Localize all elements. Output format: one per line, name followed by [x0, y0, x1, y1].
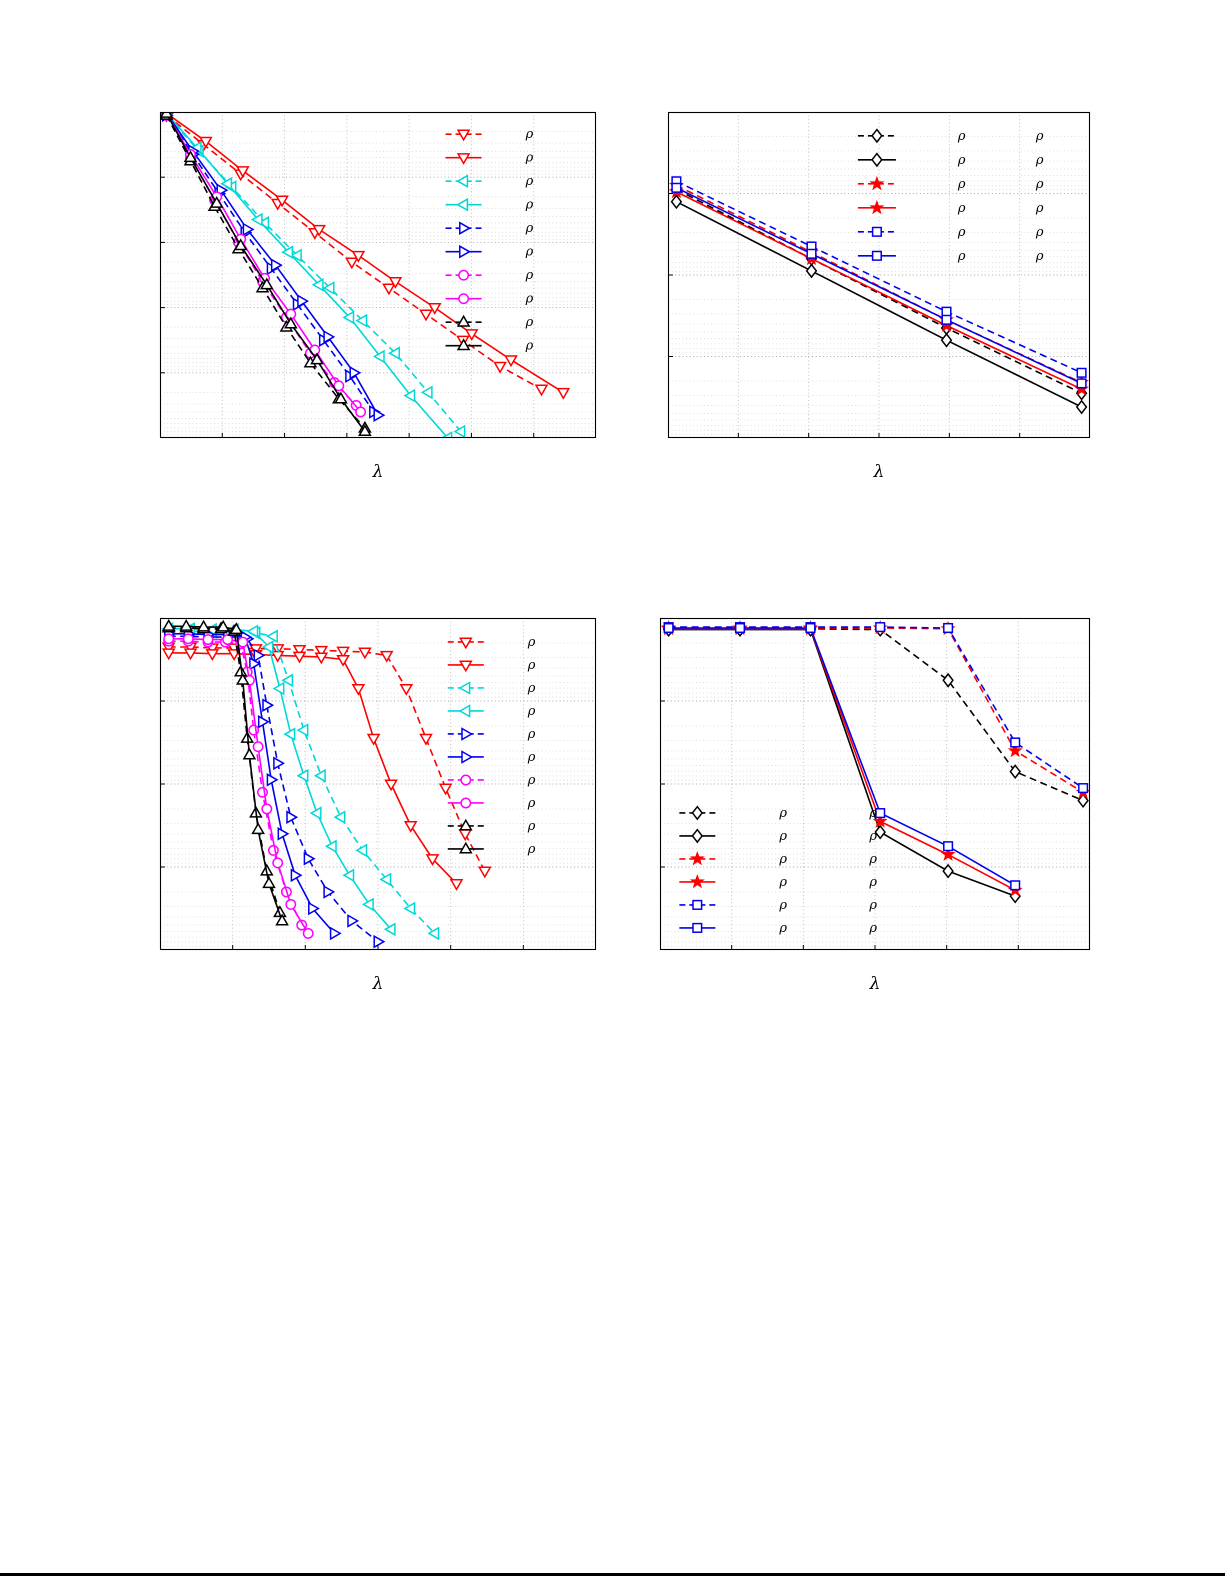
x-axis-label-lambda: λ — [869, 974, 881, 994]
svg-text:ρ: ρ — [525, 221, 534, 236]
legend: ρ ρρ ρρ ρρ ρρ ρρ ρ — [679, 805, 877, 936]
svg-text:ρ: ρ — [1035, 249, 1044, 264]
series-group — [668, 176, 1090, 415]
series-group — [161, 618, 492, 949]
svg-text:ρ: ρ — [527, 819, 536, 834]
svg-text:ρ: ρ — [527, 681, 536, 696]
svg-text:ρ: ρ — [525, 151, 534, 166]
svg-text:ρ: ρ — [527, 750, 536, 765]
svg-text:ρ: ρ — [527, 773, 536, 788]
series-group — [160, 112, 571, 438]
plot-canvas-top-right: ρ ρρ ρρ ρρ ρρ ρρ ρ — [667, 111, 1091, 439]
x-axis-label-lambda: λ — [873, 462, 885, 482]
svg-text:ρ: ρ — [527, 658, 536, 673]
plot-canvas-bottom-right: ρ ρρ ρρ ρρ ρρ ρρ ρ — [659, 617, 1091, 951]
svg-text:ρ: ρ — [525, 339, 534, 354]
svg-text:ρ: ρ — [527, 727, 536, 742]
svg-text:ρ: ρ — [778, 875, 787, 890]
svg-text:ρ: ρ — [525, 315, 534, 330]
svg-text:ρ: ρ — [525, 292, 534, 307]
svg-text:ρ: ρ — [778, 852, 787, 867]
svg-text:ρ: ρ — [525, 198, 534, 213]
svg-text:ρ: ρ — [868, 829, 877, 844]
legend: ρ ρρ ρρ ρρ ρρ ρρ ρ — [857, 128, 1044, 264]
svg-text:ρ: ρ — [957, 249, 966, 264]
svg-text:ρ: ρ — [868, 852, 877, 867]
grid — [668, 112, 1090, 438]
svg-text:ρ: ρ — [1035, 201, 1044, 216]
svg-text:ρ: ρ — [527, 635, 536, 650]
grid — [160, 618, 596, 950]
svg-text:ρ: ρ — [525, 245, 534, 260]
svg-text:ρ: ρ — [525, 268, 534, 283]
svg-text:ρ: ρ — [957, 225, 966, 240]
grid — [660, 618, 1090, 950]
svg-text:ρ: ρ — [957, 153, 966, 168]
svg-text:ρ: ρ — [778, 806, 787, 821]
svg-text:ρ: ρ — [1035, 177, 1044, 192]
svg-text:ρ: ρ — [778, 921, 787, 936]
svg-text:ρ: ρ — [525, 127, 534, 142]
svg-text:ρ: ρ — [527, 842, 536, 857]
svg-text:ρ: ρ — [957, 177, 966, 192]
svg-text:ρ: ρ — [868, 875, 877, 890]
svg-text:ρ: ρ — [527, 796, 536, 811]
svg-text:ρ: ρ — [527, 704, 536, 719]
svg-text:ρ: ρ — [1035, 225, 1044, 240]
series-group — [661, 620, 1090, 904]
svg-text:ρ: ρ — [1035, 129, 1044, 144]
svg-text:ρ: ρ — [778, 898, 787, 913]
x-axis-label-lambda: λ — [372, 974, 384, 994]
grid — [160, 112, 596, 438]
footer-rule — [0, 1573, 1225, 1576]
svg-text:ρ: ρ — [957, 129, 966, 144]
x-axis-label-lambda: λ — [372, 462, 384, 482]
svg-text:ρ: ρ — [525, 174, 534, 189]
svg-text:ρ: ρ — [1035, 153, 1044, 168]
svg-text:ρ: ρ — [778, 829, 787, 844]
svg-text:ρ: ρ — [868, 898, 877, 913]
svg-text:ρ: ρ — [868, 806, 877, 821]
svg-text:ρ: ρ — [957, 201, 966, 216]
svg-text:ρ: ρ — [868, 921, 877, 936]
